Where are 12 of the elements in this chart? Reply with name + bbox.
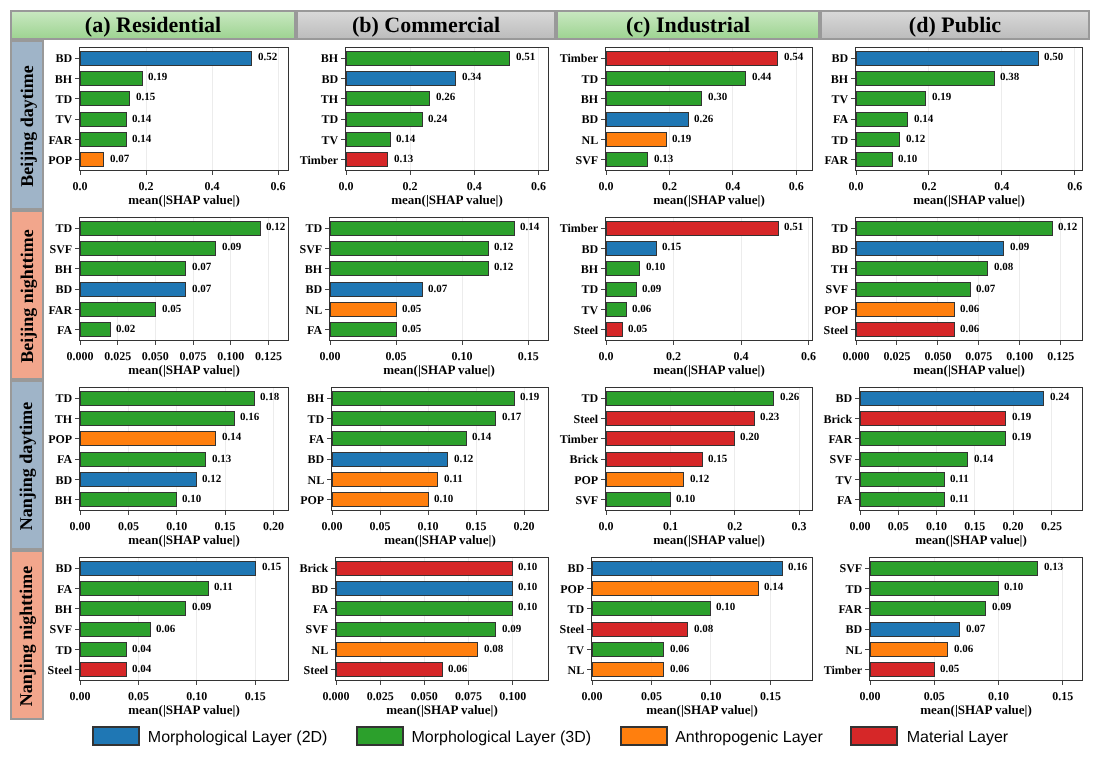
- chart-title: (d) Public: [820, 10, 1090, 40]
- legend-label: Material Layer: [906, 727, 1009, 745]
- y-axis-title: Beijing daytime: [17, 64, 37, 186]
- legend-label: Anthropogenic Layer: [675, 727, 823, 745]
- chart-title: (a) Residential: [10, 10, 296, 40]
- y-axis-title: Nanjing daytime: [17, 400, 38, 530]
- chart-title: (c) Industrial: [556, 10, 820, 40]
- y-axis-title: Beijing nighttime: [17, 228, 37, 362]
- legend-label: Morphological Layer (3D): [411, 727, 592, 745]
- legend-label: Morphological Layer (2D): [147, 727, 328, 745]
- chart-title: (b) Commercial: [296, 10, 556, 40]
- y-axis-title: Nanjing nighttime: [17, 564, 38, 706]
